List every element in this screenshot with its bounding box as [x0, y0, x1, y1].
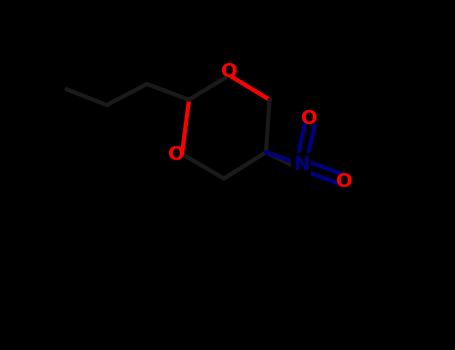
Text: O: O [168, 145, 185, 164]
Text: O: O [336, 172, 353, 191]
Text: N: N [293, 155, 309, 174]
Text: O: O [301, 110, 318, 128]
Text: O: O [221, 62, 238, 81]
